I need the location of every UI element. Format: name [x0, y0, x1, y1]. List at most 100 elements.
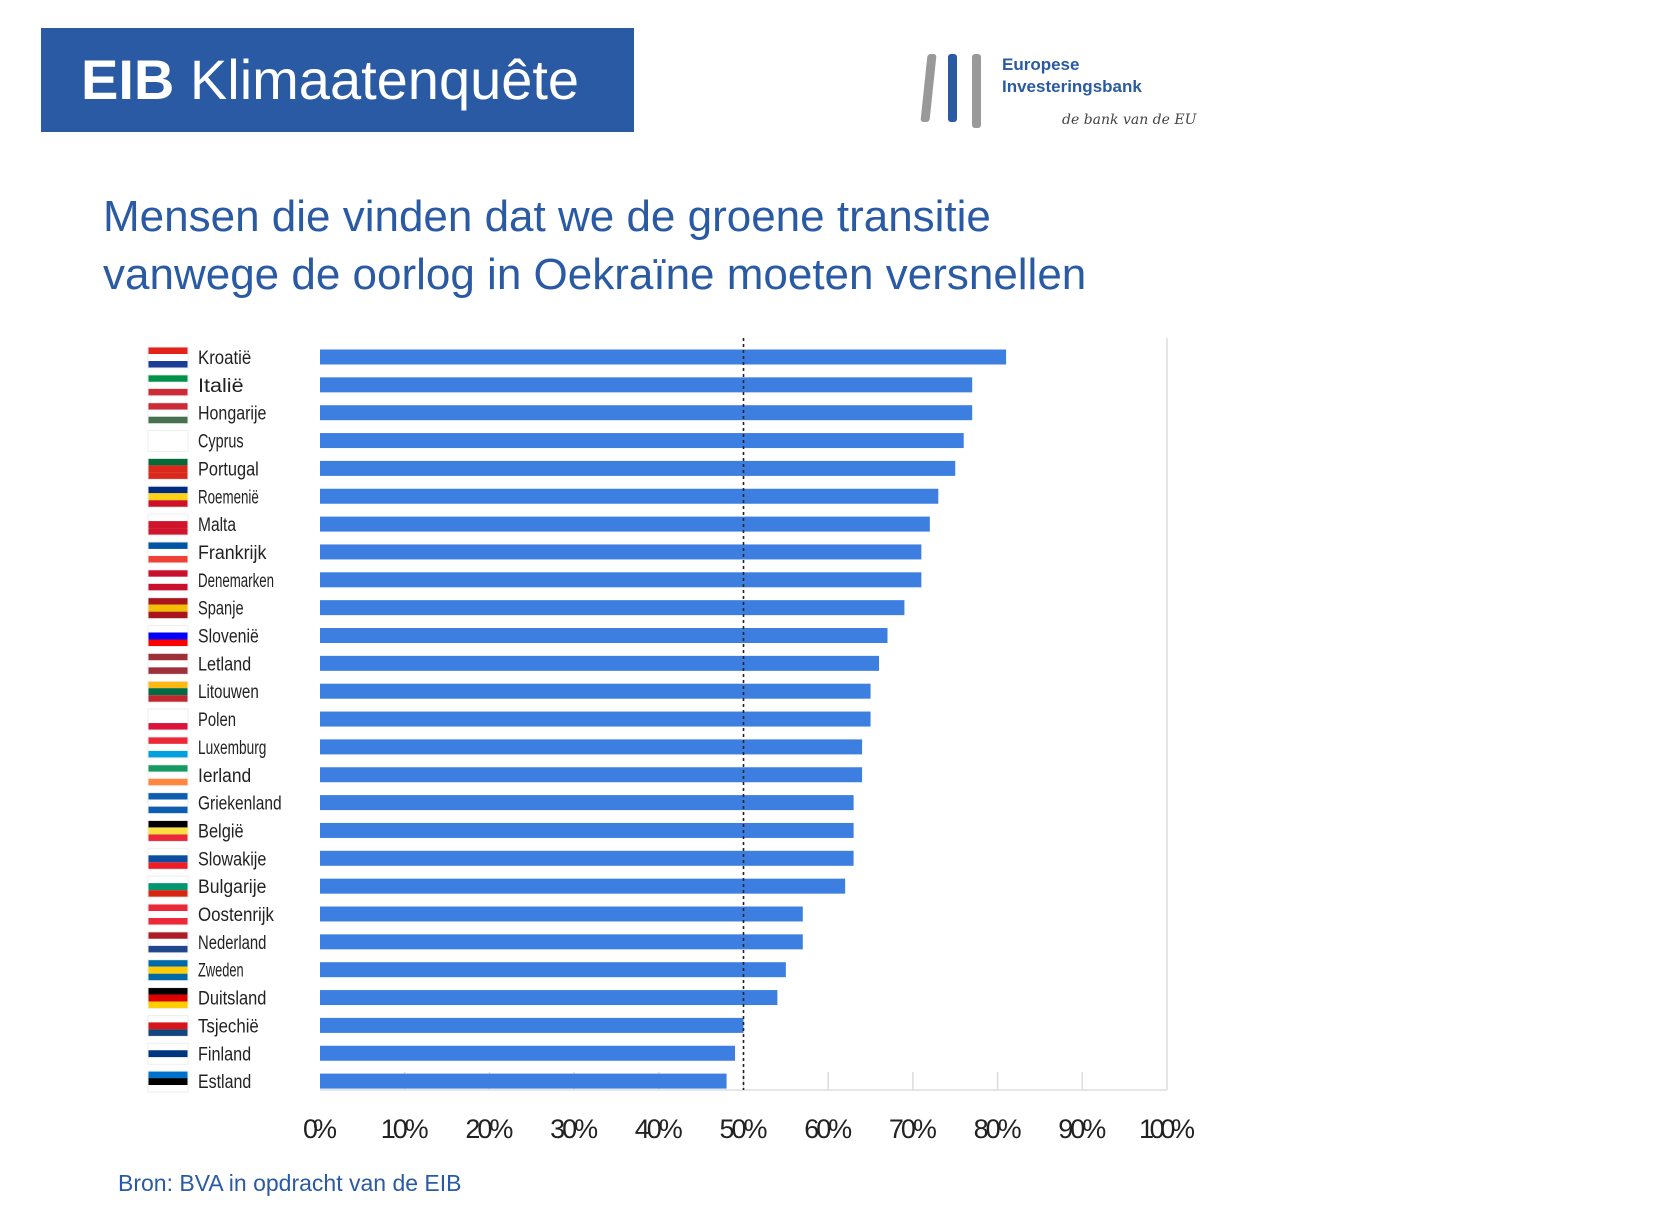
flag-icon	[147, 903, 189, 926]
logo-line2: Investeringsbank	[1002, 77, 1142, 96]
category-label: Malta	[198, 515, 236, 536]
chart-title: Mensen die vinden dat we de groene trans…	[103, 188, 1086, 304]
category-label: Ierland	[198, 766, 251, 787]
flag-icon	[147, 819, 189, 842]
category-label: Hongarije	[198, 404, 266, 425]
flag-icon	[147, 457, 189, 480]
category-label: Letland	[198, 654, 251, 675]
bar-luxemburg	[320, 739, 863, 755]
bar-ierland	[320, 767, 863, 783]
bar-roemenië	[320, 488, 939, 504]
x-tick-label: 50%	[720, 1114, 768, 1144]
category-label: Portugal	[198, 459, 259, 480]
title-line-1: Mensen die vinden dat we de groene trans…	[103, 192, 991, 241]
flag-icon	[147, 764, 189, 787]
category-label: Nederland	[198, 933, 266, 954]
bar-nederland	[320, 934, 803, 950]
flag-icon	[147, 987, 189, 1010]
category-label: Finland	[198, 1044, 251, 1065]
bar-cyprus	[320, 433, 964, 449]
eib-logo: Europese Investeringsbank de bank van de …	[920, 54, 1224, 144]
flag-icon	[147, 736, 189, 759]
flag-icon	[147, 346, 189, 369]
logo-bar-icon	[948, 54, 957, 122]
flag-icon	[147, 597, 189, 620]
x-tick-label: 90%	[1058, 1114, 1106, 1144]
flag-icon	[147, 959, 189, 982]
flag-icon	[147, 792, 189, 815]
x-tick-label: 0%	[303, 1114, 337, 1144]
category-label: Italië	[198, 376, 244, 397]
bar-portugal	[320, 460, 956, 476]
bar-italië	[320, 377, 973, 393]
category-label: Kroatië	[198, 348, 251, 369]
bar-slovenië	[320, 628, 888, 643]
bar-malta	[320, 516, 930, 532]
x-tick-label: 100%	[1139, 1114, 1195, 1144]
x-tick-label: 70%	[889, 1114, 937, 1144]
category-label: Slowakije	[198, 849, 266, 870]
flag-icon	[147, 652, 189, 675]
flag-icon	[147, 1014, 189, 1037]
bar-letland	[320, 655, 880, 671]
category-label: Zweden	[198, 961, 244, 982]
flag-icon	[147, 680, 189, 703]
x-tick-label: 20%	[465, 1114, 513, 1144]
category-label: Roemenië	[198, 487, 259, 508]
flag-icon	[147, 374, 189, 397]
bar-duitsland	[320, 990, 778, 1006]
bar-litouwen	[320, 683, 871, 699]
logo-tagline: de bank van de EU	[1062, 112, 1197, 128]
header-brand: EIB	[81, 48, 175, 111]
flag-icon	[147, 931, 189, 954]
flag-icon	[147, 875, 189, 898]
flag-icon	[147, 402, 189, 425]
x-tick-label: 40%	[635, 1114, 683, 1144]
flag-icon	[147, 1042, 189, 1065]
category-label: Tsjechië	[198, 1016, 259, 1037]
x-tick-label: 80%	[974, 1114, 1022, 1144]
flag-icon	[147, 569, 189, 592]
bar-zweden	[320, 962, 786, 978]
bar-griekenland	[320, 795, 854, 811]
logo-text: Europese Investeringsbank	[1002, 54, 1142, 98]
header-title: Klimaatenquête	[189, 48, 580, 111]
category-label: Litouwen	[198, 682, 259, 703]
x-tick-label: 60%	[804, 1114, 852, 1144]
bar-hongarije	[320, 405, 973, 421]
category-label: Luxemburg	[198, 738, 266, 759]
source-note: Bron: BVA in opdracht van de EIB	[118, 1170, 462, 1196]
flag-icon	[147, 541, 189, 564]
category-label: Estland	[198, 1072, 251, 1093]
bar-spanje	[320, 600, 905, 616]
flag-icon	[147, 513, 189, 536]
flag-icon	[147, 485, 189, 508]
flag-icon	[147, 625, 189, 647]
bar-estland	[320, 1073, 727, 1089]
bar-slowakije	[320, 850, 854, 866]
x-tick-label: 30%	[550, 1114, 598, 1144]
flag-icon	[147, 1070, 189, 1093]
bar-tsjechië	[320, 1017, 744, 1033]
bar-finland	[320, 1045, 736, 1061]
category-label: Slovenië	[198, 627, 259, 648]
category-label: Duitsland	[198, 989, 266, 1010]
logo-bar-icon	[972, 54, 981, 128]
flag-icon	[147, 847, 189, 870]
title-line-2: vanwege de oorlog in Oekraïne moeten ver…	[103, 250, 1087, 299]
header-banner: EIB Klimaatenquête	[41, 28, 634, 132]
x-tick-label: 10%	[381, 1114, 429, 1144]
category-label: Griekenland	[198, 794, 282, 815]
flag-icon	[147, 708, 189, 731]
bar-denemarken	[320, 572, 922, 588]
category-label: Frankrijk	[198, 543, 267, 564]
category-label: Oostenrijk	[198, 905, 274, 926]
flag-icon	[147, 430, 189, 453]
category-label: Cyprus	[198, 432, 244, 453]
bar-belgië	[320, 822, 854, 838]
bar-oostenrijk	[320, 906, 803, 922]
category-label: Bulgarije	[198, 877, 266, 898]
category-label: Polen	[198, 710, 236, 731]
category-label: Spanje	[198, 599, 244, 620]
